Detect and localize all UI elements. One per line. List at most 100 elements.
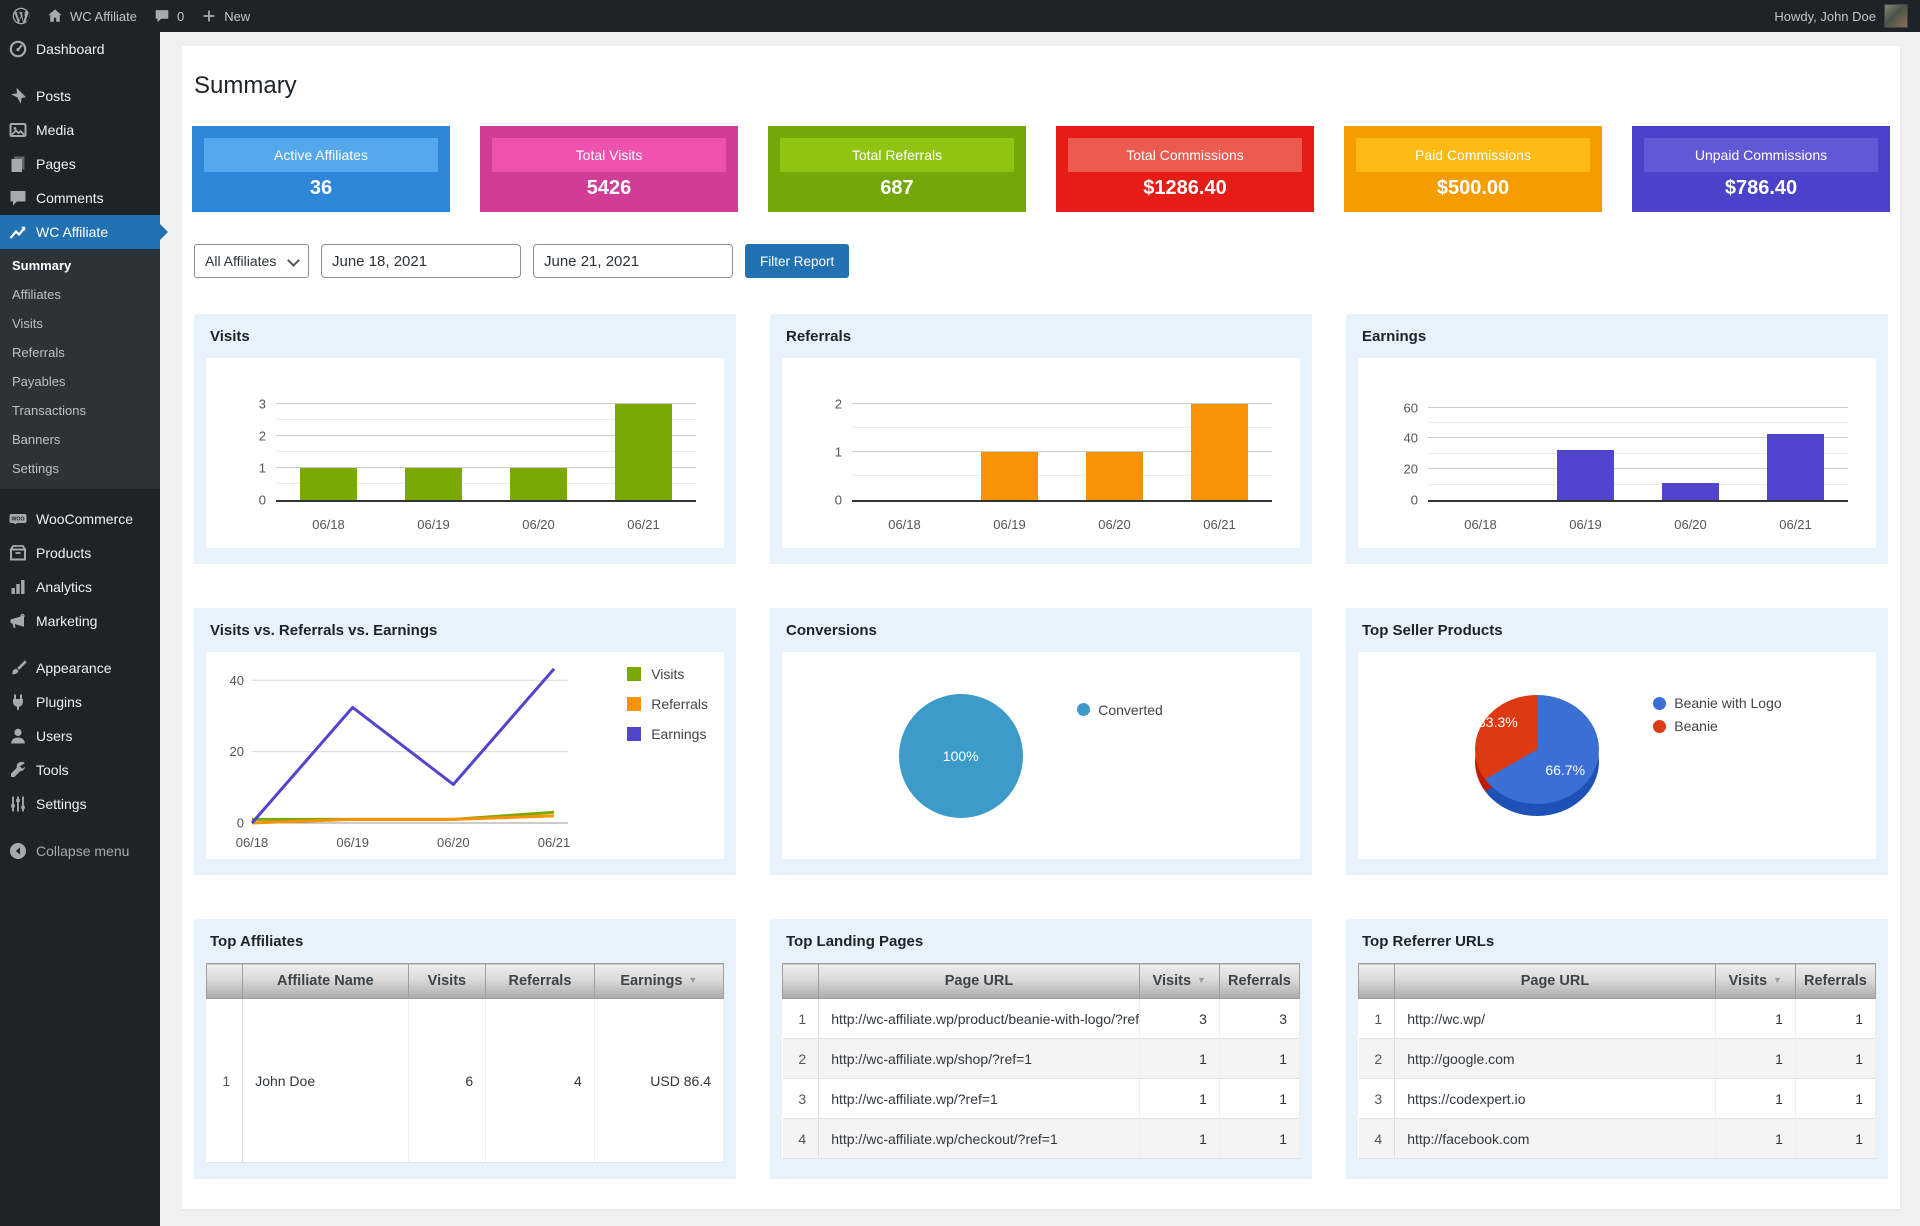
column-header-referrals[interactable]: Referrals <box>1219 963 1301 999</box>
sidebar-item-summary[interactable]: Summary <box>0 249 160 280</box>
stat-card-value: $1286.40 <box>1143 177 1227 199</box>
sidebar-item-visits[interactable]: Visits <box>0 309 160 338</box>
sidebar-item-dashboard[interactable]: Dashboard <box>0 32 160 66</box>
top-sellers-panel: Top Seller Products 66.7% 33.3% Beanie wit… <box>1346 608 1888 875</box>
stat-card-label: Unpaid Commissions <box>1644 138 1878 172</box>
conversions-panel: Conversions 100% Converted <box>770 608 1312 875</box>
wordpress-logo-icon[interactable] <box>12 0 30 32</box>
sidebar-item-banners[interactable]: Banners <box>0 425 160 454</box>
table-cell: 3 <box>1139 998 1220 1039</box>
new-content-button[interactable]: New <box>200 0 250 32</box>
sidebar-item-marketing[interactable]: Marketing <box>0 604 160 638</box>
column-header-earnings[interactable]: Earnings ▼ <box>594 963 725 999</box>
table-row: 2 http://wc-affiliate.wp/shop/?ref=1 1 1 <box>782 1038 1301 1079</box>
svg-text:0: 0 <box>237 816 244 831</box>
bar-plot-area: 0 20 40 60 06/18 06/19 06/20 06/21 <box>1404 380 1848 532</box>
date-from-input[interactable] <box>321 244 521 278</box>
table-cell: 1 <box>1795 1038 1877 1079</box>
table-row: 1 http://wc-affiliate.wp/product/beanie-w… <box>782 998 1301 1039</box>
column-header-page-url[interactable]: Page URL <box>1394 963 1716 999</box>
sidebar-item-plugins[interactable]: Plugins <box>0 685 160 719</box>
sidebar-item-transactions[interactable]: Transactions <box>0 396 160 425</box>
sidebar-item-affiliates[interactable]: Affiliates <box>0 280 160 309</box>
report-filters: All Affiliates Filter Report <box>194 244 1888 278</box>
bar-visits-06-21 <box>614 404 673 500</box>
panels-grid: Visits 0 1 2 3 06/18 06/19 06/20 06/21 Referral… <box>194 314 1888 1179</box>
legend-dot-icon <box>1653 719 1667 733</box>
table-cell: 1 <box>1715 1038 1796 1079</box>
sidebar-item-label: Users <box>36 728 73 744</box>
table-cell: 1 <box>1795 998 1877 1039</box>
admin-bar: WC Affiliate 0 New Howdy, John Doe <box>0 0 1920 32</box>
bar-chart-icon <box>8 577 28 597</box>
stat-card-value: $786.40 <box>1724 177 1798 199</box>
table-cell: http://google.com <box>1394 1038 1716 1079</box>
sidebar-item-posts[interactable]: Posts <box>0 79 160 113</box>
comments-admin-link[interactable]: 0 <box>153 0 184 32</box>
top-landing-pages-panel: Top Landing Pages Page URL Visits ▼ Referra… <box>770 919 1312 1179</box>
table-cell: 1 <box>1139 1118 1220 1159</box>
woocommerce-icon: WOO <box>8 509 28 529</box>
comment-bubble-icon <box>155 10 169 23</box>
bar-earnings-06-21 <box>1766 433 1825 500</box>
table-cell: 1 <box>1715 1078 1796 1119</box>
sidebar-item-users[interactable]: Users <box>0 719 160 753</box>
table-cell: 1 <box>1139 1038 1220 1079</box>
stat-card-active-affiliates: Active Affiliates 36 <box>192 126 450 212</box>
avatar <box>1884 4 1908 28</box>
chart-line-icon <box>8 222 28 242</box>
sort-desc-icon: ▼ <box>1773 975 1782 985</box>
table-cell: John Doe <box>242 998 409 1163</box>
column-header-page-url[interactable]: Page URL <box>818 963 1140 999</box>
bar-earnings-06-20 <box>1661 483 1720 500</box>
sidebar-item-collapse-menu[interactable]: Collapse menu <box>0 834 160 868</box>
dashboard-icon <box>8 39 28 59</box>
table-cell: 1 <box>1358 998 1396 1039</box>
table-row: 1 John Doe 6 4 USD 86.4 <box>206 998 725 1163</box>
table-cell: 1 <box>1795 1118 1877 1159</box>
sidebar-item-settings[interactable]: Settings <box>0 787 160 821</box>
sidebar-item-tools[interactable]: Tools <box>0 753 160 787</box>
sidebar-item-appearance[interactable]: Appearance <box>0 651 160 685</box>
sidebar-item-analytics[interactable]: Analytics <box>0 570 160 604</box>
column-header-visits[interactable]: Visits ▼ <box>1139 963 1220 999</box>
sidebar-item-pages[interactable]: Pages <box>0 147 160 181</box>
column-header-affiliate-name[interactable]: Affiliate Name <box>242 963 409 999</box>
legend-dot-icon <box>1653 696 1667 710</box>
sidebar-item-products[interactable]: Products <box>0 536 160 570</box>
table-cell: http://facebook.com <box>1394 1118 1716 1159</box>
stat-card-value: $500.00 <box>1436 177 1510 199</box>
sidebar-item-referrals[interactable]: Referrals <box>0 338 160 367</box>
main-content: Summary Active Affiliates 36 Total Visits 5… <box>160 32 1920 1226</box>
sidebar-item-woocommerce[interactable]: WOO WooCommerce <box>0 502 160 536</box>
stat-card-total-visits: Total Visits 5426 <box>480 126 738 212</box>
plus-icon <box>203 10 215 22</box>
sidebar-item-settings[interactable]: Settings <box>0 454 160 489</box>
column-header-visits[interactable]: Visits <box>408 963 487 999</box>
sidebar-item-label: Media <box>36 122 75 138</box>
site-link[interactable]: WC Affiliate <box>46 0 137 32</box>
sidebar-item-media[interactable]: Media <box>0 113 160 147</box>
pie-label-beanie: 33.3% <box>1478 714 1518 731</box>
pie-legend: Converted <box>1077 702 1163 725</box>
panel-title: Visits <box>210 328 250 345</box>
column-header-referrals[interactable]: Referrals <box>1795 963 1877 999</box>
sidebar-item-wc-affiliate[interactable]: WC Affiliate <box>0 215 168 249</box>
bar-visits-06-18 <box>299 468 358 500</box>
table-cell: 4 <box>485 998 595 1163</box>
sidebar-item-label: Plugins <box>36 694 82 710</box>
account-menu[interactable]: Howdy, John Doe <box>1774 4 1908 28</box>
table-cell: 2 <box>782 1038 820 1079</box>
filter-report-button[interactable]: Filter Report <box>745 244 850 278</box>
sidebar-item-comments[interactable]: Comments <box>0 181 160 215</box>
legend-item-earnings: Earnings <box>627 726 708 742</box>
affiliate-select[interactable]: All Affiliates <box>194 244 309 278</box>
sidebar-item-label: Tools <box>36 762 69 778</box>
column-header-visits[interactable]: Visits ▼ <box>1715 963 1796 999</box>
admin-sidebar: Dashboard Posts Media Pages Comments WC Affil… <box>0 32 168 1226</box>
stat-card-unpaid-commissions: Unpaid Commissions $786.40 <box>1632 126 1890 212</box>
stat-card-value: 36 <box>309 177 333 199</box>
sidebar-item-payables[interactable]: Payables <box>0 367 160 396</box>
column-header-referrals[interactable]: Referrals <box>485 963 595 999</box>
date-to-input[interactable] <box>533 244 733 278</box>
